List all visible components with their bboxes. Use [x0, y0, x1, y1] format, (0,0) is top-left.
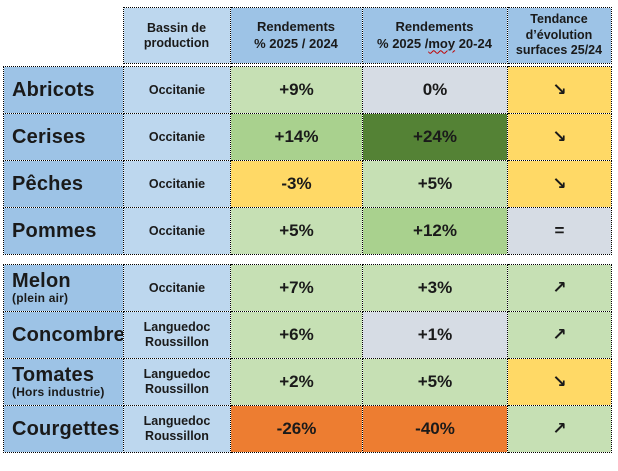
trend-cell: =: [507, 207, 612, 255]
trend-up-arrow-icon: ↗︎: [552, 278, 567, 297]
yield-vs-avg-cell: +1%: [362, 311, 508, 359]
bassin-cell: Occitanie: [123, 160, 231, 208]
trend-down-arrow-icon: ↘︎: [552, 372, 567, 391]
yield-vs-2024-cell: +7%: [230, 264, 363, 312]
header-yield-2025-vs-2024-line1: Rendements: [256, 19, 336, 35]
header-yield-2025-vs-2024: Rendements % 2025 / 2024: [229, 7, 363, 64]
trend-cell: ↘︎: [507, 160, 612, 208]
yield-vs-avg-cell: -40%: [362, 405, 508, 453]
table-row-melon: Melon (plein air) Occitanie +7% +3% ↗︎: [3, 264, 612, 312]
table-row-courgettes: Courgettes Languedoc Roussillon -26% -40…: [3, 405, 612, 453]
trend-cell: ↗︎: [507, 405, 612, 453]
product-cell: Tomates (Hors industrie): [3, 358, 124, 406]
bassin-cell: Occitanie: [123, 207, 231, 255]
trend-up-arrow-icon: ↗︎: [552, 419, 567, 438]
yield-table: Bassin de production Rendements % 2025 /…: [3, 7, 612, 453]
table-row-peches: Pêches Occitanie -3% +5% ↘︎: [3, 160, 612, 208]
bassin-cell: Occitanie: [123, 66, 231, 114]
bassin-cell: Occitanie: [123, 113, 231, 161]
trend-cell: ↘︎: [507, 113, 612, 161]
bassin-cell: Languedoc Roussillon: [123, 405, 231, 453]
bassin-cell: Languedoc Roussillon: [123, 358, 231, 406]
trend-cell: ↘︎: [507, 66, 612, 114]
header-yield-2025-vs-avg-20-24: Rendements % 2025 /moy 20-24: [361, 7, 508, 64]
table-row-abricots: Abricots Occitanie +9% 0% ↘︎: [3, 66, 612, 114]
fruits-section: Abricots Occitanie +9% 0% ↘︎ Cerises Occ…: [3, 66, 612, 255]
yield-vs-avg-cell: +3%: [362, 264, 508, 312]
fruit-vegetable-section-gap: [3, 255, 611, 264]
yield-vs-2024-cell: +9%: [230, 66, 363, 114]
product-cell: Abricots: [3, 66, 124, 114]
yield-vs-avg-cell: +12%: [362, 207, 508, 255]
header-empty-corner: [3, 7, 123, 64]
vegetables-section: Melon (plein air) Occitanie +7% +3% ↗︎ Co…: [3, 264, 612, 453]
product-note: (plein air): [12, 290, 69, 305]
yield-vs-2024-cell: -3%: [230, 160, 363, 208]
table-row-concombre: Concombre Languedoc Roussillon +6% +1% ↗…: [3, 311, 612, 359]
header-bassin-production: Bassin de production: [122, 7, 231, 64]
trend-cell: ↗︎: [507, 311, 612, 359]
yield-vs-2024-cell: +6%: [230, 311, 363, 359]
bassin-cell: Languedoc Roussillon: [123, 311, 231, 359]
yield-vs-avg-cell: +5%: [362, 160, 508, 208]
bassin-cell: Occitanie: [123, 264, 231, 312]
yield-vs-avg-cell: 0%: [362, 66, 508, 114]
product-cell: Pêches: [3, 160, 124, 208]
yield-vs-2024-cell: +5%: [230, 207, 363, 255]
trend-cell: ↘︎: [507, 358, 612, 406]
product-cell: Melon (plein air): [3, 264, 124, 312]
header-yield-2025-vs-avg-line2: % 2025 /moy 20-24: [377, 35, 492, 51]
yield-vs-avg-cell: +5%: [362, 358, 508, 406]
product-cell: Courgettes: [3, 405, 124, 453]
trend-down-arrow-icon: ↘︎: [552, 174, 567, 193]
product-cell: Cerises: [3, 113, 124, 161]
yield-vs-2024-cell: -26%: [230, 405, 363, 453]
trend-down-arrow-icon: ↘︎: [552, 127, 567, 146]
header-yield-2025-vs-avg-line1: Rendements: [395, 19, 474, 35]
misspelled-word: moy: [428, 35, 456, 51]
yield-vs-avg-cell: +24%: [362, 113, 508, 161]
header-surface-trend-25-24: Tendance d’évolution surfaces 25/24: [506, 7, 612, 64]
trend-cell: ↗︎: [507, 264, 612, 312]
table-row-cerises: Cerises Occitanie +14% +24% ↘︎: [3, 113, 612, 161]
trend-up-arrow-icon: ↗︎: [552, 325, 567, 344]
table-row-tomates: Tomates (Hors industrie) Languedoc Roussi…: [3, 358, 612, 406]
header-yield-2025-vs-2024-line2: % 2025 / 2024: [254, 35, 338, 51]
product-cell: Concombre: [3, 311, 124, 359]
table-header: Bassin de production Rendements % 2025 /…: [3, 7, 612, 64]
product-cell: Pommes: [3, 207, 124, 255]
trend-down-arrow-icon: ↘︎: [552, 80, 567, 99]
yield-vs-2024-cell: +14%: [230, 113, 363, 161]
table-row-pommes: Pommes Occitanie +5% +12% =: [3, 207, 612, 255]
product-note: (Hors industrie): [12, 384, 105, 399]
trend-equal-icon: =: [554, 221, 565, 240]
yield-vs-2024-cell: +2%: [230, 358, 363, 406]
